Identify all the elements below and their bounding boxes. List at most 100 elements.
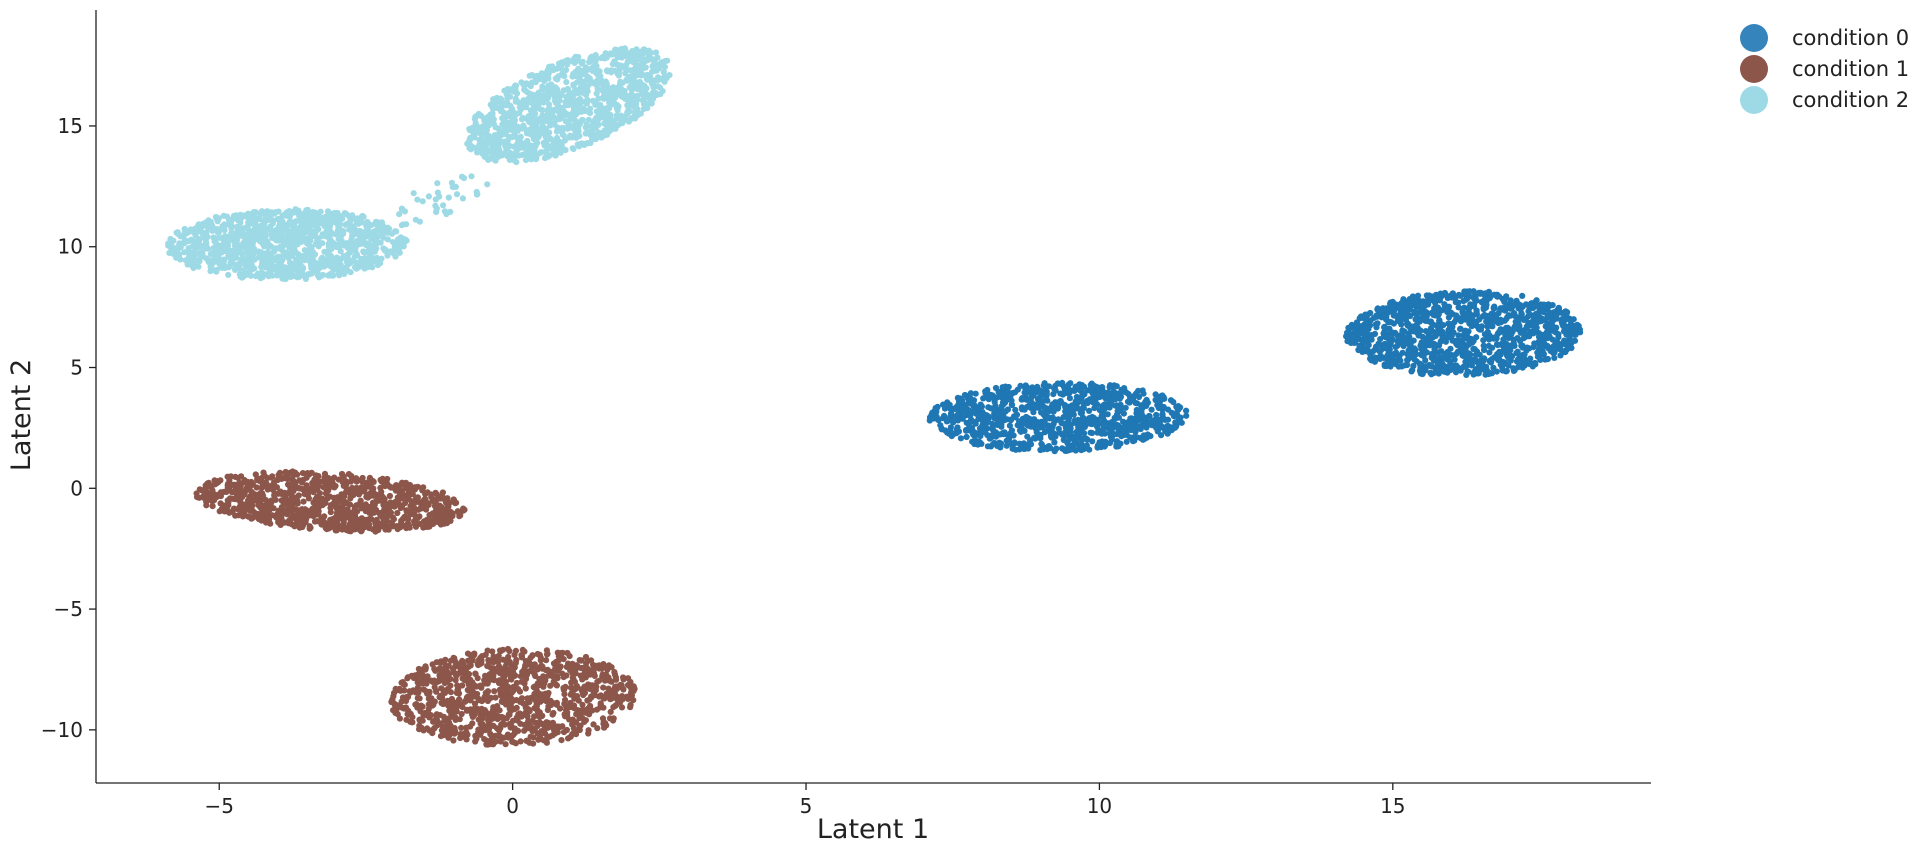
- data-point: [1029, 389, 1036, 396]
- data-point: [1476, 323, 1484, 331]
- data-point: [984, 393, 991, 400]
- data-point: [1110, 388, 1117, 395]
- data-point: [316, 518, 323, 525]
- data-point: [1073, 383, 1081, 390]
- data-point: [230, 505, 238, 512]
- data-point: [1112, 395, 1119, 403]
- data-point: [1080, 403, 1087, 410]
- data-point: [477, 654, 484, 661]
- data-point: [933, 406, 940, 413]
- data-point: [1540, 331, 1547, 338]
- data-point: [405, 707, 412, 714]
- data-point: [509, 738, 516, 745]
- data-point: [1422, 310, 1429, 317]
- data-point: [1484, 328, 1491, 335]
- data-point: [1403, 298, 1410, 305]
- data-point: [1062, 404, 1069, 411]
- data-point: [1075, 416, 1082, 423]
- data-point: [1398, 314, 1405, 321]
- data-point: [985, 413, 993, 420]
- data-point: [499, 646, 507, 653]
- data-point: [376, 510, 383, 517]
- data-point: [1071, 438, 1078, 445]
- data-point: [423, 506, 430, 513]
- data-point: [1037, 431, 1044, 438]
- data-point: [1006, 422, 1014, 429]
- data-point: [490, 659, 497, 666]
- data-point: [1183, 407, 1190, 414]
- data-point: [1170, 399, 1177, 406]
- data-point: [1528, 300, 1535, 307]
- data-point: [343, 211, 350, 218]
- data-point: [1487, 292, 1494, 299]
- data-point: [1473, 309, 1480, 316]
- data-point: [1441, 368, 1448, 375]
- data-point: [570, 685, 577, 692]
- data-point: [605, 685, 612, 692]
- data-point: [1023, 413, 1030, 421]
- data-point: [544, 666, 551, 673]
- data-point: [372, 234, 379, 241]
- data-point: [1534, 349, 1541, 356]
- data-point: [464, 657, 471, 665]
- data-point: [1501, 341, 1508, 348]
- data-point: [1070, 411, 1077, 418]
- data-point: [1120, 410, 1127, 417]
- data-point: [457, 734, 464, 742]
- data-point: [1113, 383, 1120, 390]
- data-point: [324, 495, 331, 502]
- data-point: [576, 657, 583, 664]
- data-point: [982, 388, 989, 395]
- data-point: [276, 266, 283, 273]
- data-point: [438, 515, 445, 523]
- data-point: [1511, 323, 1518, 330]
- data-point: [242, 244, 249, 251]
- data-point: [506, 721, 513, 728]
- data-point: [306, 523, 313, 530]
- data-point: [327, 236, 334, 244]
- data-point: [1095, 389, 1102, 396]
- data-point: [1447, 309, 1454, 316]
- data-point: [1486, 349, 1493, 356]
- data-point: [454, 682, 461, 689]
- data-point: [393, 482, 400, 489]
- series-condition-2: [165, 45, 673, 283]
- data-point: [492, 694, 499, 701]
- data-point: [1010, 432, 1017, 439]
- data-point: [1462, 347, 1469, 354]
- data-point: [305, 512, 312, 519]
- data-point: [606, 694, 613, 701]
- data-point: [1481, 291, 1488, 298]
- data-point: [221, 227, 228, 234]
- data-point: [1008, 401, 1015, 408]
- data-point: [386, 492, 393, 500]
- data-point: [998, 403, 1005, 410]
- data-point: [1418, 341, 1425, 348]
- data-point: [1489, 344, 1496, 351]
- data-point: [271, 490, 278, 497]
- data-point: [1516, 315, 1523, 322]
- data-point: [271, 210, 278, 217]
- data-point: [1135, 387, 1142, 394]
- data-point: [1465, 341, 1472, 348]
- data-point: [553, 723, 560, 730]
- data-point: [1105, 394, 1112, 402]
- data-point: [1101, 406, 1108, 413]
- data-point: [600, 684, 607, 691]
- data-point: [235, 217, 242, 224]
- data-point: [613, 676, 620, 683]
- data-point: [1361, 323, 1368, 330]
- data-point: [369, 477, 376, 485]
- data-point: [930, 415, 937, 422]
- data-point: [1487, 322, 1494, 329]
- data-point: [1076, 429, 1083, 436]
- data-point: [1160, 424, 1167, 431]
- data-point: [430, 511, 437, 518]
- data-point: [1391, 311, 1398, 318]
- data-point: [248, 488, 255, 496]
- data-point: [1468, 314, 1475, 321]
- data-point: [1089, 429, 1096, 437]
- data-point: [1170, 413, 1178, 420]
- data-point: [325, 525, 332, 532]
